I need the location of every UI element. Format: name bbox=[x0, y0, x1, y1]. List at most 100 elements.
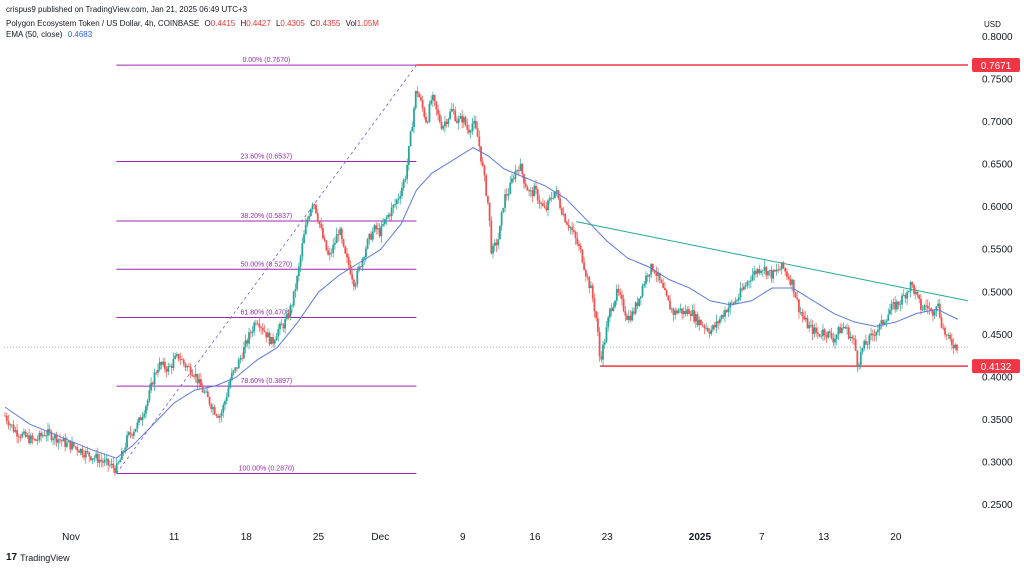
candle-body bbox=[767, 270, 769, 276]
candle-body bbox=[432, 94, 434, 101]
candle-body bbox=[882, 320, 885, 325]
candle-body bbox=[291, 305, 293, 307]
x-tick-label: 7 bbox=[759, 532, 765, 543]
candle-body bbox=[651, 263, 654, 271]
candle-body bbox=[383, 219, 386, 225]
candle-body bbox=[887, 314, 890, 321]
candle-body bbox=[461, 115, 464, 123]
candle-body bbox=[578, 244, 580, 246]
candle-body bbox=[844, 326, 847, 329]
ohlc-low: 0.4305 bbox=[280, 19, 305, 28]
y-tick-label: 0.3500 bbox=[982, 415, 1013, 426]
candle-body bbox=[509, 182, 512, 194]
ohlc-high: 0.4427 bbox=[246, 19, 271, 28]
candle-body bbox=[64, 438, 67, 447]
candle-body bbox=[830, 333, 833, 339]
candle-body bbox=[466, 125, 469, 130]
candle-body bbox=[691, 310, 694, 316]
candle-body bbox=[624, 310, 627, 316]
candle-body bbox=[645, 275, 647, 284]
candle-body bbox=[363, 257, 366, 259]
candle-body bbox=[811, 324, 814, 334]
candle-body bbox=[115, 463, 118, 473]
candle-body bbox=[24, 431, 27, 437]
candle-body bbox=[57, 439, 60, 443]
candle-body bbox=[593, 298, 596, 312]
y-tick-label: 0.2500 bbox=[982, 500, 1013, 511]
candle-body bbox=[428, 103, 431, 122]
candle-body bbox=[899, 304, 902, 306]
candle-body bbox=[91, 458, 94, 461]
candle-body bbox=[45, 435, 48, 437]
candle-body bbox=[907, 291, 910, 292]
candle-body bbox=[105, 458, 108, 460]
candle-body bbox=[488, 202, 491, 221]
candle-body bbox=[674, 310, 677, 315]
candle-body bbox=[514, 170, 517, 180]
candle-body bbox=[349, 265, 352, 275]
candle-body bbox=[541, 203, 544, 206]
candle-body bbox=[287, 314, 290, 318]
candle-body bbox=[304, 224, 307, 235]
candle-body bbox=[21, 433, 24, 438]
candle-body bbox=[810, 324, 812, 326]
candle-body bbox=[773, 270, 776, 272]
candle-body bbox=[686, 309, 689, 315]
candle-body bbox=[861, 348, 864, 353]
candle-body bbox=[584, 269, 587, 277]
candle-body bbox=[676, 310, 678, 314]
candle-body bbox=[146, 400, 149, 407]
candle-body bbox=[713, 325, 716, 328]
resistance-price-tag bbox=[972, 58, 1020, 73]
x-tick-label: 16 bbox=[529, 532, 541, 543]
candle-body bbox=[93, 457, 96, 459]
candle-body bbox=[615, 288, 618, 301]
candle-body bbox=[555, 190, 558, 192]
candle-body bbox=[210, 404, 213, 410]
candle-body bbox=[136, 422, 139, 429]
candle-body bbox=[517, 169, 520, 171]
candle-body bbox=[205, 391, 207, 393]
candle-body bbox=[315, 204, 317, 214]
candle-body bbox=[282, 325, 285, 329]
y-tick-label: 0.4000 bbox=[982, 372, 1013, 383]
candle-body bbox=[486, 195, 489, 203]
candle-body bbox=[634, 302, 637, 314]
candle-body bbox=[763, 266, 766, 271]
candle-body bbox=[545, 207, 548, 211]
candle-body bbox=[502, 207, 505, 213]
candle-body bbox=[175, 354, 178, 356]
x-tick-label: 23 bbox=[602, 532, 614, 543]
candle-body bbox=[265, 331, 268, 338]
candle-body bbox=[213, 407, 216, 415]
candle-body bbox=[550, 197, 553, 199]
candle-body bbox=[832, 338, 835, 343]
candle-body bbox=[450, 109, 453, 112]
candle-body bbox=[572, 230, 575, 232]
candle-body bbox=[79, 448, 82, 453]
candle-body bbox=[47, 429, 49, 436]
candle-body bbox=[112, 463, 115, 468]
candle-body bbox=[301, 243, 304, 257]
candle-body bbox=[815, 327, 817, 333]
candle-body bbox=[777, 269, 780, 271]
candle-body bbox=[52, 438, 55, 441]
candle-body bbox=[244, 340, 247, 348]
candle-body bbox=[779, 269, 781, 271]
candle-body bbox=[407, 146, 410, 165]
candle-body bbox=[119, 459, 122, 463]
candle-body bbox=[737, 297, 740, 301]
candle-body bbox=[337, 234, 340, 236]
candle-body bbox=[169, 366, 171, 367]
candle-body bbox=[425, 116, 427, 123]
candle-body bbox=[703, 325, 706, 329]
candle-body bbox=[55, 434, 58, 443]
fib-level-label: 38.20% (0.5837) bbox=[241, 213, 293, 220]
candle-body bbox=[86, 451, 89, 453]
candle-body bbox=[920, 298, 922, 310]
candle-body bbox=[820, 335, 823, 337]
x-tick-label: 9 bbox=[460, 532, 466, 543]
candle-body bbox=[110, 463, 113, 465]
candle-body bbox=[885, 320, 888, 323]
